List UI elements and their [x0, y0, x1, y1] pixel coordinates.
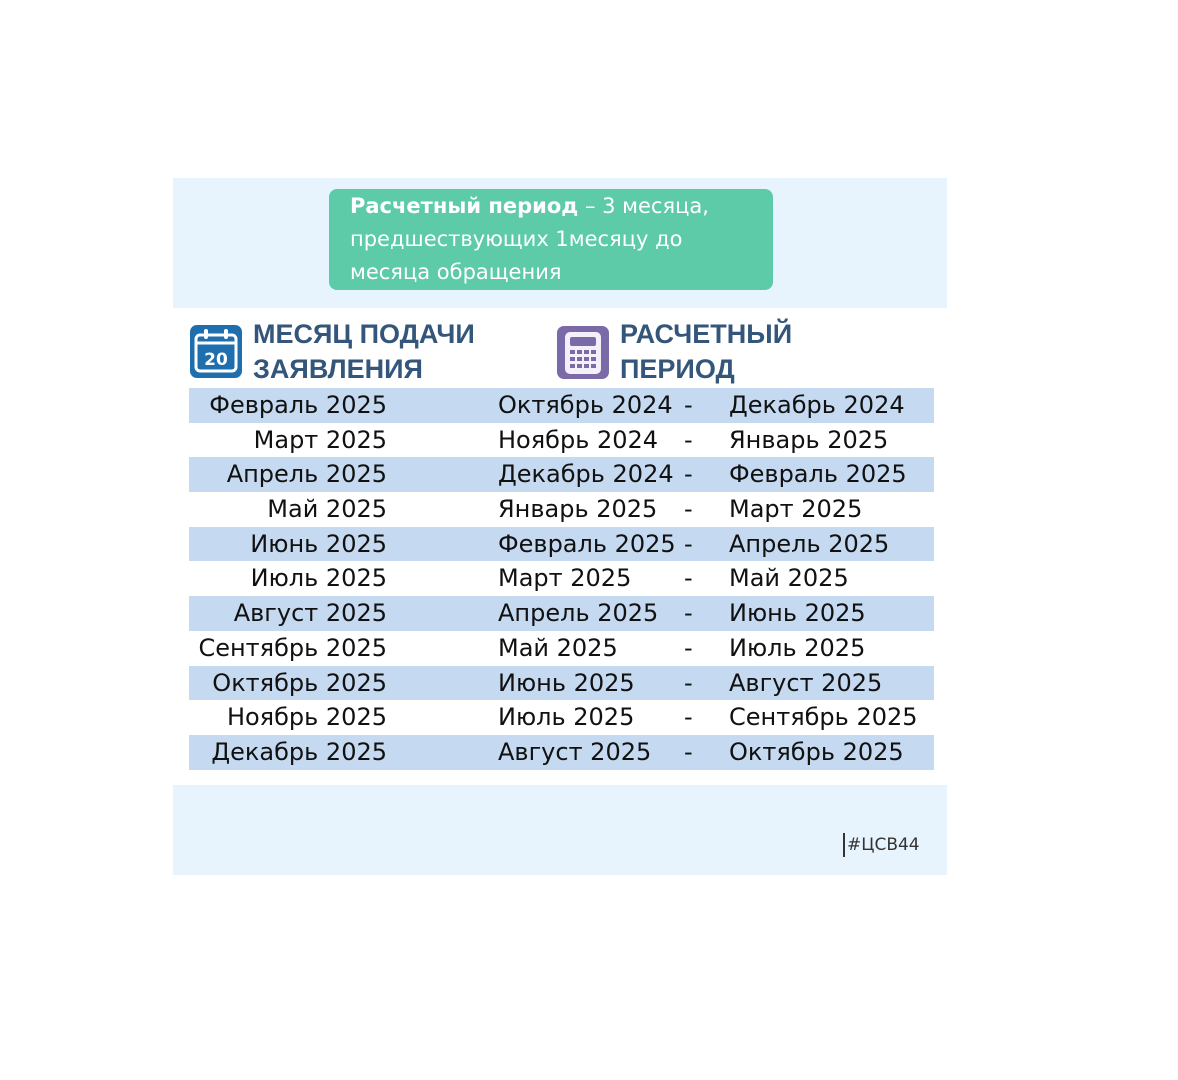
table-row: Сентябрь 2025 Май 2025 - Июль 2025 — [189, 631, 934, 666]
period-end: Март 2025 — [729, 495, 863, 524]
hashtag: #ЦСВ44 — [843, 833, 920, 857]
period-end: Декабрь 2024 — [729, 391, 905, 419]
svg-text:20: 20 — [204, 350, 228, 370]
period-start: Декабрь 2024 — [498, 460, 674, 489]
period-dash: - — [684, 425, 693, 454]
submission-month: Сентябрь 2025 — [198, 633, 387, 662]
submission-month: Июль 2025 — [250, 564, 387, 593]
period-end: Июль 2025 — [729, 633, 866, 662]
calculator-icon — [557, 326, 609, 379]
table-row: Май 2025 Январь 2025- Март 2025 — [189, 492, 934, 527]
table-row: Февраль 2025 Октябрь 2024- Декабрь 2024 — [189, 388, 934, 423]
period-dash: - — [684, 529, 693, 558]
period-dash: - — [684, 668, 693, 697]
period-start: Август 2025 — [498, 737, 652, 766]
period-start: Июнь 2025 — [498, 668, 635, 697]
period-start: Апрель 2025 — [498, 599, 659, 628]
period-end: Январь 2025 — [729, 425, 889, 454]
period-dash: - — [684, 633, 693, 662]
table-row: Март 2025 Ноябрь 2024- Январь 2025 — [189, 423, 934, 458]
calendar-icon: 20 — [190, 325, 242, 378]
table-row: Декабрь 2025 Август 2025 - Октябрь 2025 — [189, 734, 934, 770]
submission-month: Октябрь 2025 — [212, 668, 387, 697]
period-end: Февраль 2025 — [729, 460, 907, 489]
note-title: Расчетный период — [350, 194, 579, 218]
submission-month: Февраль 2025 — [209, 391, 387, 419]
period-end: Май 2025 — [729, 564, 849, 593]
submission-month: Август 2025 — [233, 599, 387, 628]
period-dash: - — [684, 599, 693, 628]
period-start: Январь 2025 — [498, 495, 658, 524]
table-row: Октябрь 2025 Июнь 2025 - Август 2025 — [189, 665, 934, 701]
calculation-period-note: Расчетный период – 3 месяца, предшествую… — [329, 189, 773, 290]
submission-month: Апрель 2025 — [226, 460, 387, 489]
table-row: Ноябрь 2025 Июль 2025 - Сентябрь 2025 — [189, 700, 934, 735]
period-start: Март 2025 — [498, 564, 632, 593]
submission-month: Ноябрь 2025 — [226, 703, 387, 732]
period-dash: - — [684, 460, 693, 489]
period-dash: - — [684, 391, 693, 419]
submission-month: Март 2025 — [253, 425, 387, 454]
period-start: Май 2025 — [498, 633, 618, 662]
table-row: Август 2025 Апрель 2025- Июнь 2025 — [189, 596, 934, 631]
submission-month: Май 2025 — [267, 495, 387, 524]
bottom-band — [173, 785, 947, 875]
table-row: Июнь 2025 Февраль 2025- Апрель 2025 — [189, 526, 934, 562]
info-card: Расчетный период – 3 месяца, предшествую… — [173, 178, 947, 875]
period-start: Ноябрь 2024 — [498, 425, 659, 454]
period-dash: - — [684, 495, 693, 524]
period-end: Июнь 2025 — [729, 599, 866, 628]
table-row: Апрель 2025 Декабрь 2024- Февраль 2025 — [189, 457, 934, 493]
period-start: Октябрь 2024 — [498, 391, 673, 419]
period-start: Февраль 2025 — [498, 529, 676, 558]
period-end: Август 2025 — [729, 668, 883, 697]
submission-month: Июнь 2025 — [250, 529, 387, 558]
submission-month: Декабрь 2025 — [211, 737, 387, 766]
period-start: Июль 2025 — [498, 703, 635, 732]
period-end: Апрель 2025 — [729, 529, 890, 558]
header-submission-month: МЕСЯЦ ПОДАЧИ ЗАЯВЛЕНИЯ — [253, 319, 475, 384]
period-end: Сентябрь 2025 — [729, 703, 918, 732]
period-dash: - — [684, 737, 693, 766]
note-text: – 3 месяца, предшествующих 1месяцу до ме… — [350, 194, 709, 284]
period-end: Октябрь 2025 — [729, 737, 904, 766]
table-row: Июль 2025 Март 2025 - Май 2025 — [189, 561, 934, 596]
header-calculation-period: РАСЧЕТНЫЙ ПЕРИОД — [620, 319, 793, 384]
period-dash: - — [684, 564, 693, 593]
period-dash: - — [684, 703, 693, 732]
period-table: Февраль 2025 Октябрь 2024- Декабрь 2024 Мар… — [189, 388, 934, 770]
